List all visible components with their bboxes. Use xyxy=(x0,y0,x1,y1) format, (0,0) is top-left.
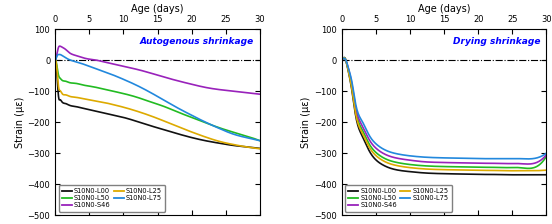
X-axis label: Age (days): Age (days) xyxy=(418,4,470,15)
Y-axis label: Strain (με): Strain (με) xyxy=(15,96,25,148)
Text: Drying shrinkage: Drying shrinkage xyxy=(453,37,540,45)
X-axis label: Age (days): Age (days) xyxy=(131,4,184,15)
Legend: S10N0-L00, S10N0-L50, S10N0-S46, S10N0-L25, S10N0-L75: S10N0-L00, S10N0-L50, S10N0-S46, S10N0-L… xyxy=(345,185,452,212)
Legend: S10N0-L00, S10N0-L50, S10N0-S46, S10N0-L25, S10N0-L75: S10N0-L00, S10N0-L50, S10N0-S46, S10N0-L… xyxy=(59,185,165,212)
Y-axis label: Strain (με): Strain (με) xyxy=(301,96,311,148)
Text: Autogenous shrinkage: Autogenous shrinkage xyxy=(140,37,254,45)
